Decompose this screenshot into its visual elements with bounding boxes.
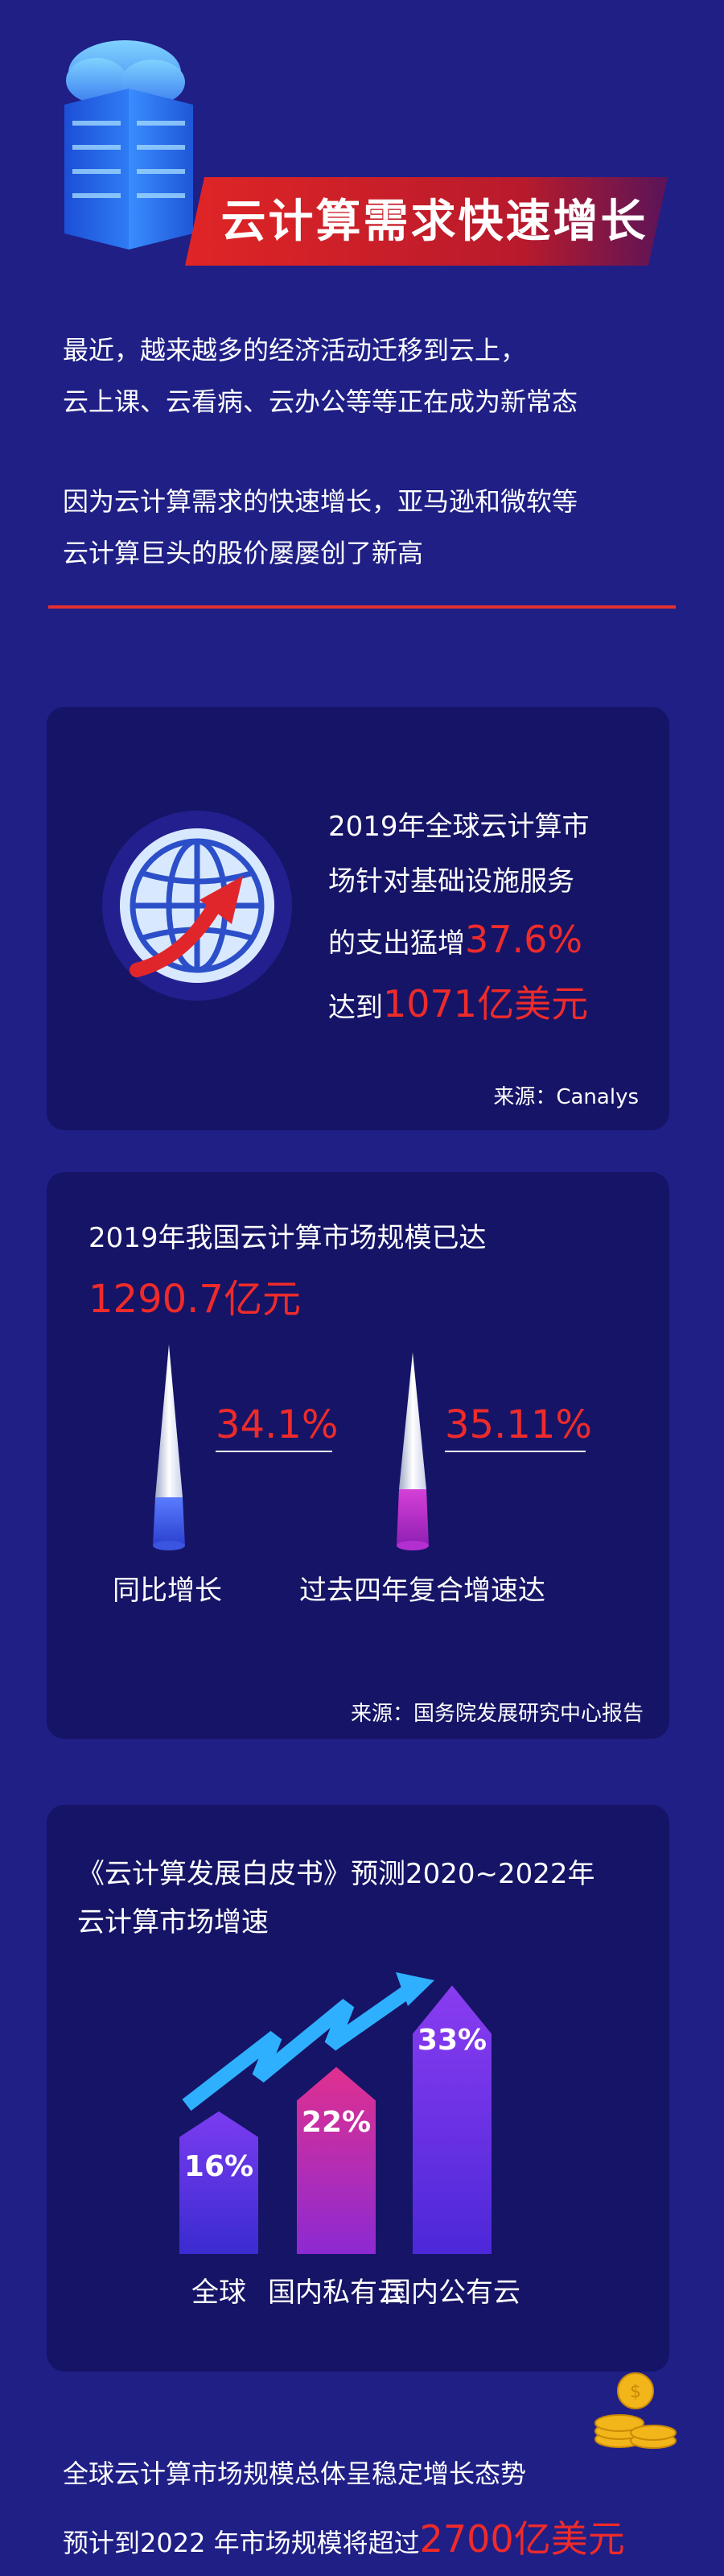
- forecast-2022-value: 2700亿美元: [419, 2517, 625, 2561]
- cagr-leader-line: [445, 1451, 586, 1452]
- forecast-bar-label: 国内公有云: [384, 2277, 520, 2309]
- forecast-bar-value: 16%: [183, 2149, 254, 2183]
- spending-growth-value: 37.6%: [465, 918, 583, 961]
- cagr-label: 过去四年复合增速达: [299, 1575, 545, 1607]
- card1-line-3: 的支出猛增37.6%: [328, 918, 634, 965]
- forecast-bar-value: 22%: [301, 2105, 372, 2139]
- yoy-growth-value: 34.1%: [216, 1402, 339, 1447]
- forecast-bar: [413, 1985, 492, 2254]
- footer-line-1: 全球云计算市场规模总体呈稳定增长态势: [63, 2458, 527, 2489]
- intro-line-1: 最近，越来越多的经济活动迁移到云上，: [63, 335, 527, 365]
- cloud-server-icon: [64, 40, 193, 250]
- china-market-value: 1290.7亿元: [88, 1277, 301, 1322]
- intro-line-2: 云上课、云看病、云办公等等正在成为新常态: [63, 386, 578, 417]
- spending-total-value: 1071亿美元: [383, 982, 589, 1026]
- title-banner: [185, 177, 668, 266]
- china-market-heading: 2019年我国云计算市场规模已达: [88, 1222, 487, 1254]
- card1-source: 来源：Canalys: [493, 1085, 639, 1109]
- footer-line-2: 预计到2022 年市场规模将超过2700亿美元: [63, 2510, 625, 2563]
- china-market-card: [47, 1172, 669, 1739]
- intro-line-4: 云计算巨头的股价屡屡创了新高: [63, 538, 424, 568]
- forecast-bar: [179, 2111, 258, 2254]
- card2-source: 来源：国务院发展研究中心报告: [350, 1702, 644, 1726]
- card1-line-2: 场针对基础设施服务: [328, 865, 574, 898]
- cagr-spike-icon: [397, 1352, 429, 1550]
- intro-line-3: 因为云计算需求的快速增长，亚马逊和微软等: [63, 486, 578, 517]
- forecast-line-2: 云计算市场增速: [77, 1906, 269, 1938]
- globe-growth-icon: [102, 811, 292, 1001]
- zigzag-arrow-icon: [182, 1972, 434, 2112]
- forecast-bar-label: 国内私有云: [268, 2277, 405, 2309]
- forecast-bar: [297, 2066, 376, 2254]
- yoy-leader-line: [216, 1451, 332, 1452]
- forecast-bar-label: 全球: [191, 2277, 246, 2309]
- gold-coins-icon: $: [594, 2372, 677, 2449]
- card1-line-3-prefix: 的支出猛增: [328, 927, 465, 960]
- page-title: 云计算需求快速增长: [220, 195, 648, 248]
- card1-line-4: 达到1071亿美元: [328, 982, 634, 1030]
- card1-line-1: 2019年全球云计算市: [328, 811, 590, 843]
- forecast-line-1: 《云计算发展白皮书》预测2020~2022年: [77, 1858, 595, 1890]
- yoy-spike-icon: [153, 1344, 185, 1550]
- svg-text:$: $: [630, 2382, 641, 2402]
- red-divider: [48, 605, 676, 609]
- forecast-bar-value: 33%: [417, 2024, 487, 2058]
- cagr-value: 35.11%: [445, 1402, 593, 1447]
- footer-line-2-prefix: 预计到2022 年市场规模将超过: [63, 2528, 420, 2558]
- yoy-growth-label: 同比增长: [113, 1575, 222, 1607]
- card1-line-4-prefix: 达到: [328, 992, 383, 1024]
